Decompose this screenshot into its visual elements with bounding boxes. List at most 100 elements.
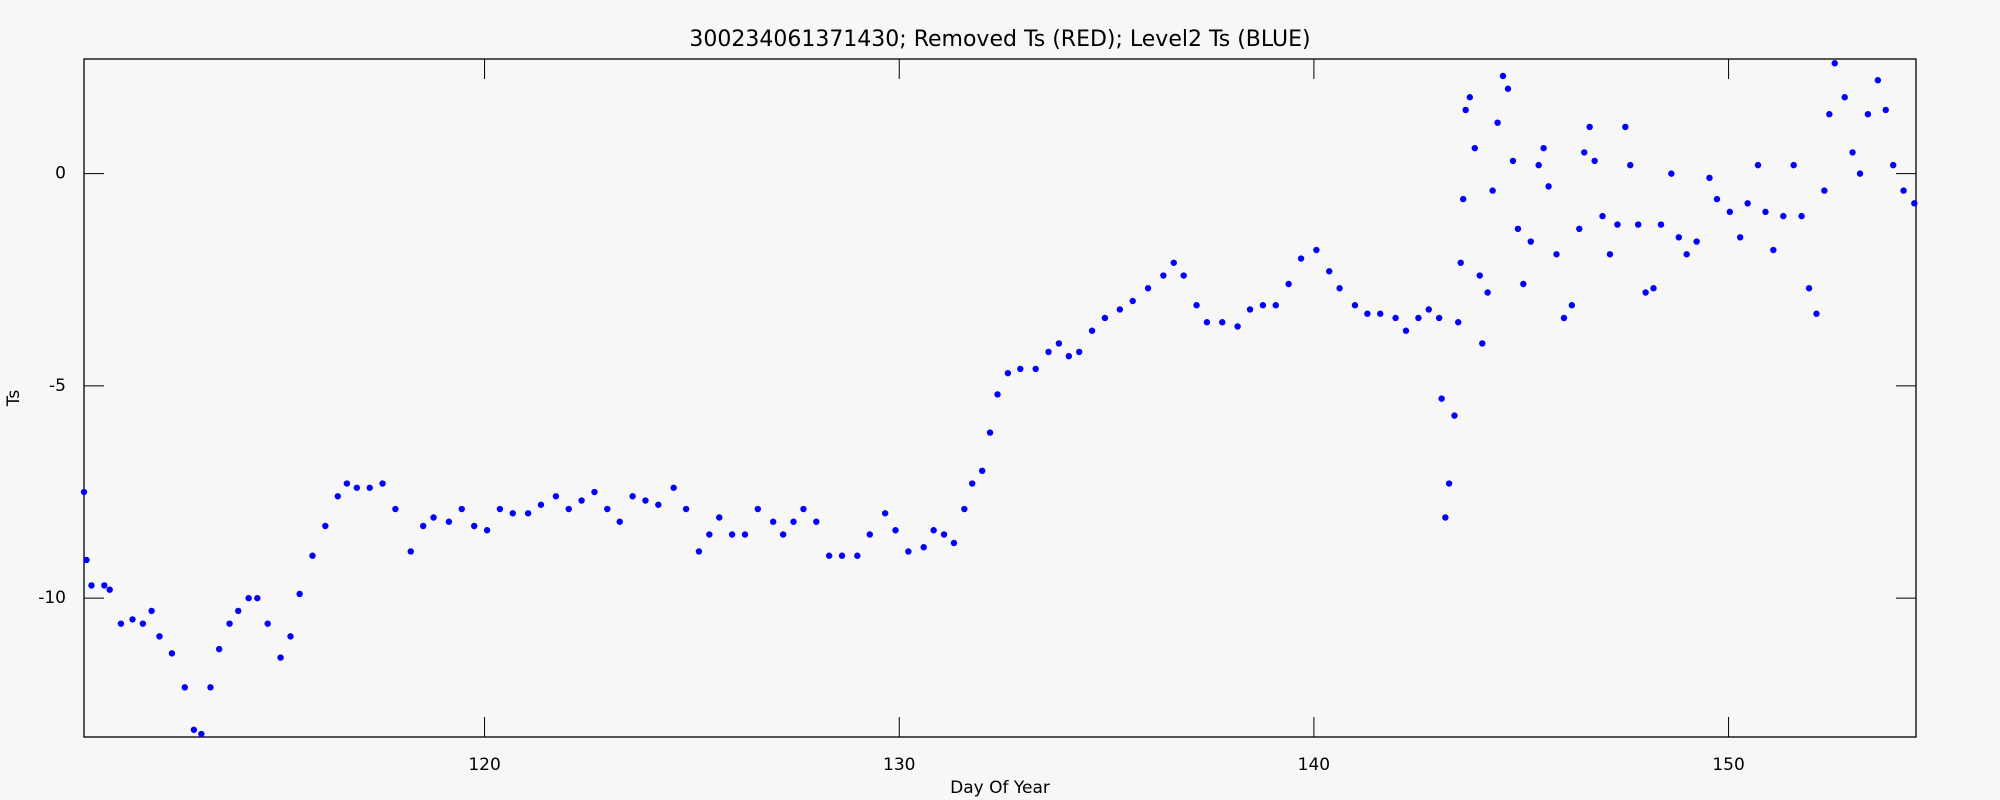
data-point bbox=[1297, 255, 1305, 262]
data-point bbox=[287, 633, 294, 640]
data-point bbox=[1683, 251, 1690, 258]
data-point bbox=[322, 522, 329, 530]
data-point bbox=[1713, 195, 1721, 203]
data-point bbox=[1451, 412, 1458, 419]
data-point bbox=[117, 620, 125, 627]
data-point bbox=[1864, 110, 1872, 118]
data-point bbox=[1364, 310, 1371, 317]
data-point bbox=[1045, 348, 1052, 356]
data-point bbox=[1831, 60, 1838, 67]
data-point bbox=[1116, 306, 1124, 313]
data-point bbox=[969, 480, 976, 487]
data-point bbox=[101, 582, 108, 589]
data-point bbox=[578, 497, 585, 504]
data-point bbox=[1527, 238, 1534, 245]
plot-frame bbox=[83, 58, 1917, 738]
data-point bbox=[1545, 183, 1552, 190]
data-point bbox=[309, 552, 316, 559]
data-point bbox=[800, 505, 807, 513]
data-point bbox=[1004, 369, 1012, 377]
data-point bbox=[430, 514, 437, 521]
data-point bbox=[483, 527, 491, 534]
data-point bbox=[604, 505, 611, 513]
data-point bbox=[1219, 319, 1226, 326]
data-point bbox=[591, 488, 598, 496]
data-point bbox=[950, 539, 958, 547]
data-point bbox=[334, 493, 341, 500]
x-tick-label: 140 bbox=[1298, 755, 1330, 775]
data-point bbox=[1088, 327, 1096, 334]
data-point bbox=[1435, 314, 1443, 322]
data-point bbox=[629, 493, 636, 500]
data-point bbox=[1246, 306, 1254, 313]
data-point bbox=[1504, 85, 1512, 92]
data-point bbox=[1455, 319, 1462, 326]
data-point bbox=[1754, 161, 1762, 169]
data-point bbox=[728, 531, 736, 538]
data-point bbox=[1442, 514, 1449, 521]
data-point bbox=[940, 531, 948, 538]
data-point bbox=[1392, 314, 1399, 322]
data-point bbox=[1520, 280, 1527, 288]
data-point bbox=[215, 645, 223, 653]
data-point bbox=[1193, 302, 1200, 309]
data-point bbox=[190, 726, 198, 733]
data-point bbox=[1438, 395, 1445, 402]
data-point bbox=[1726, 208, 1734, 216]
data-point bbox=[813, 518, 820, 525]
data-point bbox=[181, 684, 188, 691]
data-point bbox=[1065, 352, 1073, 360]
data-point bbox=[254, 594, 261, 602]
data-point bbox=[1032, 365, 1039, 373]
data-point bbox=[1805, 285, 1813, 292]
data-point bbox=[716, 514, 723, 521]
y-axis-label: Ts bbox=[4, 390, 24, 408]
data-point bbox=[1622, 123, 1629, 131]
data-point bbox=[1882, 106, 1889, 114]
data-point bbox=[198, 730, 205, 738]
data-point bbox=[1889, 161, 1897, 169]
data-point bbox=[1180, 272, 1187, 279]
data-point bbox=[986, 429, 994, 436]
data-point bbox=[1874, 77, 1882, 84]
data-point bbox=[1668, 170, 1675, 177]
data-point bbox=[1706, 174, 1713, 182]
data-point bbox=[1614, 221, 1621, 228]
data-point bbox=[978, 467, 986, 475]
data-point bbox=[779, 531, 787, 538]
data-point bbox=[930, 527, 937, 534]
data-point bbox=[1259, 302, 1267, 309]
data-point bbox=[1591, 157, 1598, 165]
data-point bbox=[264, 620, 271, 627]
data-point bbox=[790, 518, 797, 525]
y-tick-label: 0 bbox=[55, 164, 66, 184]
data-point bbox=[1377, 310, 1384, 317]
x-tick-label: 130 bbox=[883, 755, 915, 775]
data-point bbox=[445, 518, 453, 525]
data-point bbox=[1642, 289, 1649, 296]
data-point bbox=[1479, 340, 1486, 347]
data-point bbox=[235, 607, 242, 615]
data-point bbox=[1129, 297, 1136, 305]
data-point bbox=[1471, 144, 1478, 152]
data-point bbox=[1736, 234, 1744, 241]
data-point bbox=[139, 620, 147, 627]
data-point bbox=[509, 510, 516, 517]
data-point bbox=[366, 484, 373, 491]
data-point bbox=[496, 505, 504, 513]
data-point bbox=[1568, 302, 1576, 309]
data-point bbox=[1494, 119, 1501, 126]
data-point bbox=[670, 484, 677, 491]
data-point bbox=[343, 480, 351, 487]
data-point bbox=[277, 654, 284, 661]
data-point bbox=[392, 505, 399, 513]
data-point bbox=[1813, 310, 1820, 317]
data-point bbox=[1101, 314, 1109, 322]
data-point bbox=[1234, 323, 1241, 330]
data-point bbox=[642, 497, 649, 504]
data-point bbox=[866, 531, 873, 538]
data-point bbox=[379, 480, 386, 487]
data-point bbox=[1313, 246, 1320, 254]
data-point bbox=[1657, 221, 1665, 228]
